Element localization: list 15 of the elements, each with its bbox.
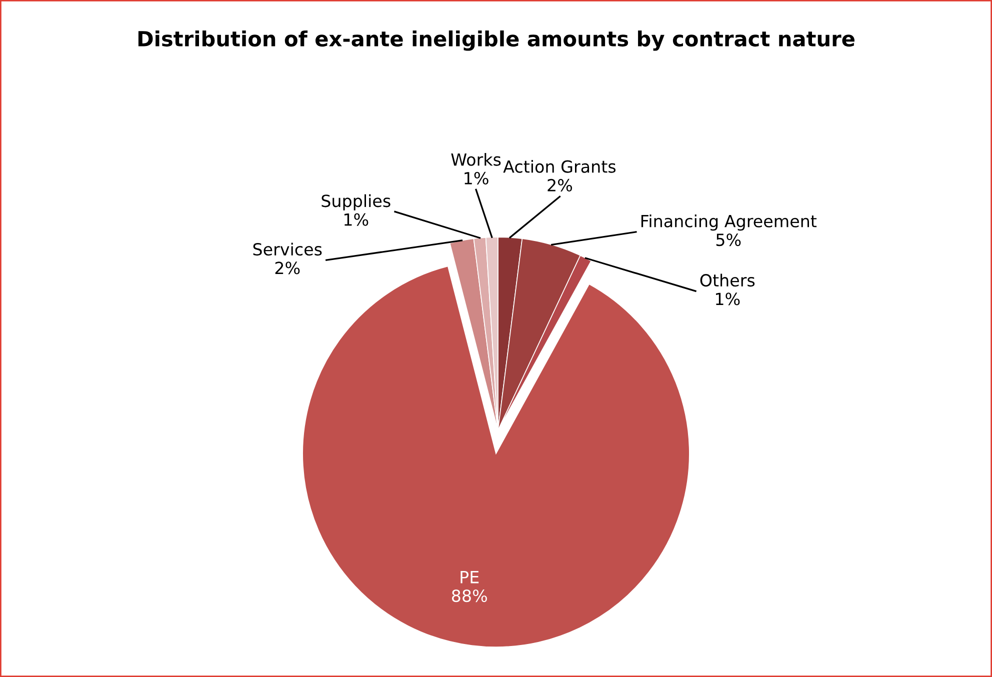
data-label: 88% <box>452 589 487 602</box>
data-label: 1% <box>464 172 488 185</box>
slice-label: Supplies <box>322 194 390 210</box>
slice-label: Works <box>451 152 501 166</box>
data-label: 2% <box>275 262 300 274</box>
slice-label: Others <box>700 274 755 287</box>
data-label: 1% <box>716 292 740 306</box>
chart-title: Distribution of ex-ante ineligible amounts by contract nature <box>138 30 854 51</box>
data-label: 2% <box>548 178 572 192</box>
data-label: 1% <box>344 213 368 226</box>
slice-label: Services <box>253 242 322 256</box>
slice-label: PE <box>460 571 479 584</box>
slice-label: Action Grants <box>503 160 616 173</box>
slice-label: Financing Agreement <box>641 214 817 231</box>
data-label: 5% <box>716 233 741 246</box>
